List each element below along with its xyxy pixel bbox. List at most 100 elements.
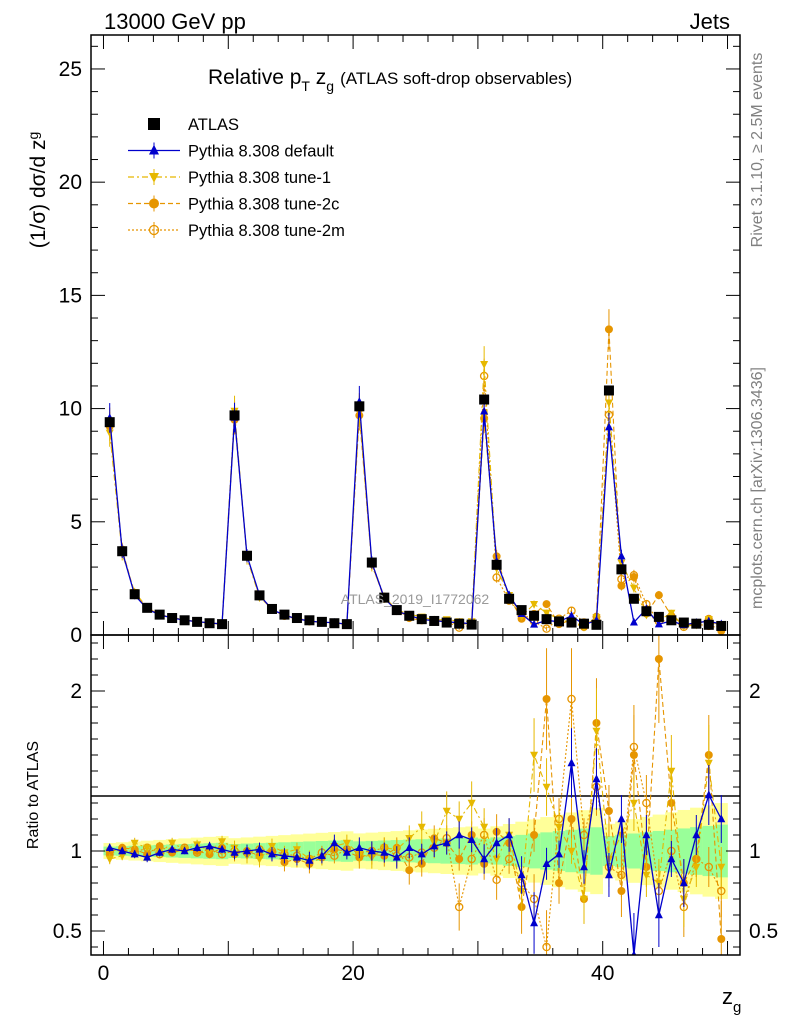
- data-point: [530, 619, 539, 628]
- data-point: [154, 609, 165, 620]
- data-point: [467, 854, 476, 864]
- data-point: [455, 815, 464, 824]
- legend-entry: Pythia 8.308 default: [128, 142, 334, 161]
- data-point: [329, 618, 340, 629]
- data-point: [555, 823, 564, 832]
- data-point: [167, 613, 178, 624]
- data-point: [479, 394, 490, 405]
- data-point: [168, 844, 177, 853]
- data-point: [266, 603, 277, 614]
- data-point: [230, 848, 239, 856]
- data-point: [592, 774, 601, 783]
- legend-label: Pythia 8.308 tune-2m: [188, 222, 345, 240]
- data-point: [703, 619, 714, 630]
- legend-entry: Pythia 8.308 tune-2c: [128, 195, 339, 214]
- data-point: [654, 619, 663, 628]
- data-point: [280, 851, 289, 859]
- data-point: [629, 617, 638, 626]
- data-point: [567, 758, 576, 767]
- legend-entry: Pythia 8.308 tune-2m: [128, 222, 345, 240]
- data-point: [603, 385, 614, 396]
- rivet-version-note: Rivet 3.1.10, ≥ 2.5M events: [749, 53, 766, 248]
- data-point: [467, 799, 476, 808]
- data-point: [629, 573, 638, 582]
- y-tick-label-top: 10: [59, 398, 82, 421]
- data-point: [218, 838, 227, 846]
- data-point: [179, 615, 190, 626]
- data-point: [642, 830, 651, 839]
- energy-label: 13000 GeV pp: [104, 9, 246, 34]
- y-tick-label-ratio: 2: [70, 680, 82, 703]
- data-point: [555, 879, 564, 887]
- category-label: Jets: [690, 9, 730, 34]
- data-point: [254, 590, 265, 601]
- legend-label: ATLAS: [188, 116, 239, 134]
- data-point: [417, 849, 426, 858]
- data-point: [642, 871, 651, 880]
- data-point: [455, 830, 464, 839]
- data-point: [105, 843, 114, 851]
- data-point: [367, 846, 376, 855]
- data-point: [467, 835, 476, 843]
- data-point: [704, 862, 714, 872]
- legend: ATLAS Pythia 8.308 default Pythia 8.308 tu…: [128, 116, 345, 240]
- legend-label: Pythia 8.308 tune-1: [188, 169, 331, 187]
- legend-entry: ATLAS: [148, 116, 239, 134]
- y-tick-label-top: 25: [59, 58, 82, 81]
- data-point: [629, 584, 638, 593]
- data-point: [330, 838, 339, 847]
- legend-label: Pythia 8.308 tune-2c: [188, 196, 339, 214]
- data-point: [591, 619, 602, 630]
- data-point: [692, 830, 701, 839]
- data-point: [654, 591, 663, 600]
- series-line-ratio: [109, 658, 722, 940]
- data-point: [530, 918, 539, 927]
- data-point: [441, 617, 452, 628]
- data-point: [667, 609, 676, 618]
- data-point: [105, 429, 114, 438]
- data-point: [542, 695, 551, 703]
- data-point: [617, 581, 626, 590]
- data-point: [629, 799, 638, 808]
- data-point: [305, 856, 314, 864]
- data-point: [279, 609, 290, 620]
- data-point: [504, 593, 515, 604]
- data-point: [629, 751, 638, 759]
- data-point: [405, 843, 414, 851]
- data-point: [530, 751, 539, 760]
- data-point: [155, 848, 164, 856]
- data-point: [692, 863, 701, 872]
- analysis-watermark: ATLAS_2019_I1772062: [341, 591, 490, 607]
- data-point: [118, 852, 127, 861]
- data-point: [492, 855, 501, 864]
- data-point: [542, 600, 551, 609]
- y-tick-label-ratio-right: 0.5: [749, 920, 778, 943]
- data-point: [542, 624, 551, 633]
- series-line-top: [109, 329, 722, 632]
- data-point: [491, 559, 502, 570]
- data-point: [316, 616, 327, 627]
- data-point: [530, 831, 539, 839]
- data-point: [617, 551, 626, 560]
- data-point: [604, 422, 613, 431]
- data-point: [667, 767, 676, 776]
- data-point: [653, 611, 664, 622]
- data-point: [255, 844, 264, 853]
- y-axis-label-bottom: Ratio to ATLAS: [25, 741, 42, 849]
- y-tick-label-top: 0: [70, 624, 82, 647]
- data-point: [717, 935, 726, 943]
- data-point: [192, 616, 203, 627]
- data-point: [243, 846, 252, 855]
- data-point: [366, 557, 377, 568]
- data-point: [267, 849, 276, 858]
- data-point: [342, 839, 351, 848]
- y-tick-label-ratio: 0.5: [53, 920, 82, 943]
- data-point: [142, 602, 153, 613]
- data-point: [105, 855, 114, 864]
- data-point: [304, 615, 315, 626]
- band-green: [590, 827, 604, 875]
- data-point: [130, 839, 139, 848]
- data-point: [566, 617, 577, 628]
- data-point: [442, 807, 451, 816]
